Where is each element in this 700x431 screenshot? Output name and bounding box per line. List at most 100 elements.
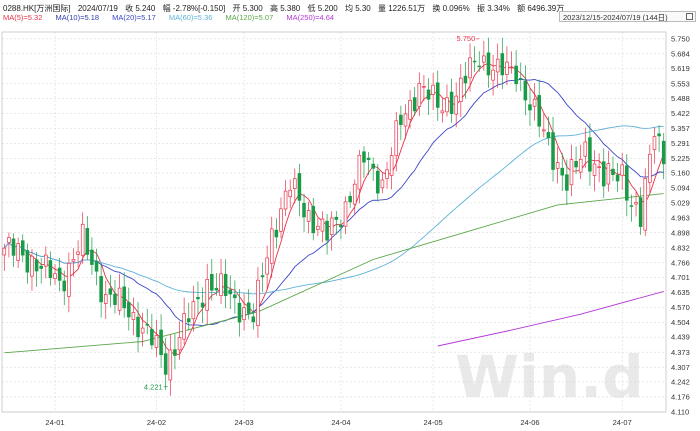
candle-body bbox=[99, 276, 103, 303]
candle-body bbox=[532, 98, 537, 107]
candle-body bbox=[90, 249, 94, 265]
candle-body bbox=[583, 141, 588, 157]
candle-body bbox=[449, 91, 454, 114]
y-tick-label: 5.750 bbox=[671, 34, 690, 43]
candle-body bbox=[57, 267, 62, 281]
candle-body bbox=[117, 287, 122, 311]
candle-body bbox=[431, 84, 435, 95]
annotations: 5.750 4.221 bbox=[144, 34, 480, 392]
candle-body bbox=[283, 190, 288, 210]
candle-body bbox=[560, 167, 565, 176]
y-tick-label: 4.832 bbox=[671, 243, 690, 252]
candle-body bbox=[256, 279, 260, 327]
candle-body bbox=[348, 195, 352, 203]
x-tick-label: 24-06 bbox=[520, 418, 539, 427]
ma-lines bbox=[3, 62, 665, 355]
y-tick-label: 5.422 bbox=[671, 109, 690, 118]
candle-body bbox=[71, 259, 76, 262]
x-tick-label: 24-03 bbox=[234, 418, 253, 427]
candle-body bbox=[440, 110, 445, 114]
candle-body bbox=[44, 254, 48, 267]
candle-body bbox=[191, 301, 196, 320]
candle-body bbox=[196, 296, 200, 300]
candle-body bbox=[316, 225, 320, 230]
candle-body bbox=[103, 294, 108, 304]
candle-body bbox=[140, 327, 145, 334]
candle-body bbox=[643, 178, 648, 231]
stock-code: 0288.HK[万洲国际] bbox=[3, 4, 71, 13]
x-axis: 24-01 24-02 24-03 24-04 24-05 24-06 24-07 bbox=[45, 418, 631, 427]
legend-ma10: MA(10)=5.18 bbox=[55, 13, 100, 22]
candle-body bbox=[555, 162, 560, 169]
x-tick-label: 24-02 bbox=[147, 418, 166, 427]
plot-border bbox=[1, 31, 667, 413]
candle-body bbox=[260, 275, 265, 278]
candle-body bbox=[371, 163, 375, 169]
candle-body bbox=[85, 228, 90, 255]
candle-body bbox=[177, 337, 182, 351]
y-tick-label: 4.701 bbox=[671, 273, 690, 282]
candle-body bbox=[233, 294, 237, 299]
candle-body bbox=[76, 251, 80, 255]
amount-value: 额 6496.39万 bbox=[517, 4, 565, 13]
y-tick-label: 5.357 bbox=[671, 124, 690, 133]
candle-body bbox=[168, 349, 173, 381]
y-tick-label: 5.291 bbox=[671, 139, 690, 148]
candle-body bbox=[661, 140, 666, 165]
candle-body bbox=[159, 329, 163, 356]
candle-body bbox=[80, 223, 85, 256]
calendar-icon[interactable] bbox=[686, 13, 693, 20]
candle-body bbox=[459, 77, 463, 103]
candle-body bbox=[242, 307, 246, 321]
candle-body bbox=[329, 217, 334, 236]
candle-body bbox=[25, 250, 30, 273]
candle-body bbox=[362, 151, 366, 163]
candle-body bbox=[127, 302, 131, 318]
candle-body bbox=[435, 82, 440, 108]
y-tick-label: 5.160 bbox=[671, 169, 690, 178]
high-value: 高 5.380 bbox=[270, 4, 301, 13]
x-tick-label: 24-01 bbox=[45, 418, 64, 427]
candle-body bbox=[366, 157, 371, 160]
candle-body bbox=[219, 273, 223, 296]
volume-value: 量 1226.51万 bbox=[378, 4, 426, 13]
candle-body bbox=[269, 228, 274, 264]
candle-body bbox=[565, 174, 569, 191]
swing-value: 振 3.34% bbox=[476, 4, 510, 13]
candle-body bbox=[403, 113, 408, 127]
legend-ma60: MA(60)=5.36 bbox=[168, 13, 213, 22]
y-tick-label: 4.635 bbox=[671, 288, 690, 297]
candle-body bbox=[625, 165, 629, 201]
candle-body bbox=[412, 97, 417, 112]
candle-body bbox=[108, 288, 113, 295]
candle-body bbox=[500, 53, 505, 76]
candle-body bbox=[518, 78, 523, 80]
date-range-selector[interactable]: 2023/12/15-2024/07/19 (144日) bbox=[559, 11, 696, 22]
candle-body bbox=[186, 318, 191, 323]
candle-body bbox=[620, 164, 624, 176]
candle-body bbox=[237, 302, 242, 323]
candle-body bbox=[652, 136, 657, 151]
ma-line-ma120 bbox=[4, 193, 664, 354]
candle-body bbox=[288, 189, 292, 198]
y-tick-label: 5.553 bbox=[671, 79, 690, 88]
candle-body bbox=[422, 85, 426, 88]
candle-body bbox=[53, 273, 57, 279]
candle-body bbox=[408, 99, 412, 120]
candle-body bbox=[426, 89, 431, 100]
candle-body bbox=[274, 229, 279, 238]
y-tick-label: 4.110 bbox=[671, 408, 689, 417]
candle-body bbox=[279, 208, 283, 232]
candle-body bbox=[477, 65, 482, 68]
watermark-logo: Win.d bbox=[455, 343, 644, 411]
y-tick-label: 5.619 bbox=[671, 64, 690, 73]
candle-body bbox=[445, 97, 449, 113]
candle-body bbox=[417, 82, 422, 107]
candle-body bbox=[385, 169, 389, 179]
candle-body bbox=[505, 61, 509, 75]
candle-body bbox=[334, 216, 339, 220]
candle-body bbox=[399, 114, 403, 126]
candle-body bbox=[210, 274, 214, 291]
